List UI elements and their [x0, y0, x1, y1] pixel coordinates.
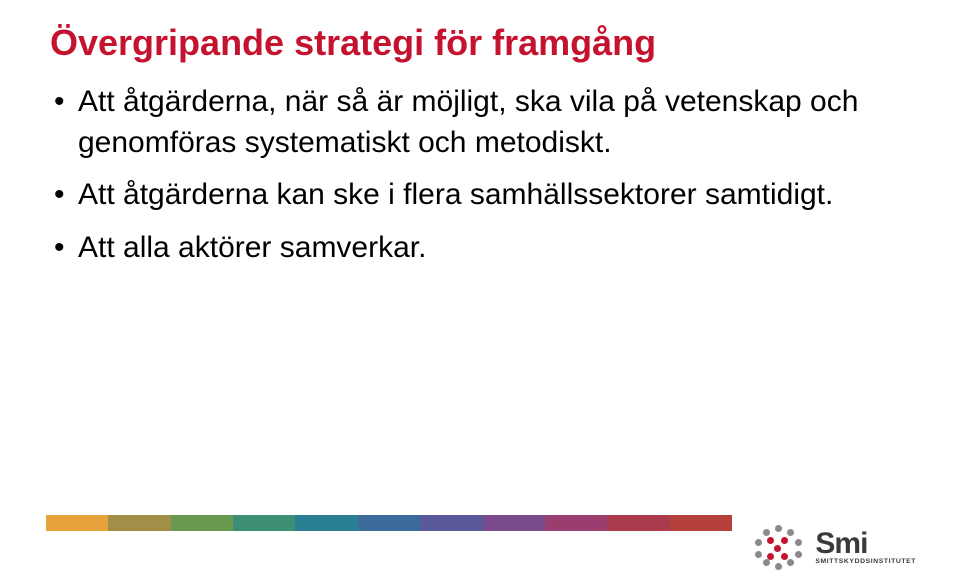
logo-dot	[775, 563, 782, 570]
bullet-item: Att åtgärderna kan ske i flera samhällss…	[50, 175, 910, 216]
stripe-seg	[233, 515, 295, 531]
logo-mark-icon	[751, 525, 807, 569]
logo-dot	[775, 525, 782, 532]
logo-dot	[763, 559, 770, 566]
stripe-seg	[171, 515, 233, 531]
logo: Smi SMITTSKYDDSINSTITUTET	[751, 525, 916, 569]
stripe-seg	[295, 515, 357, 531]
logo-dot-red	[781, 537, 788, 544]
logo-dot-red	[774, 545, 781, 552]
footer-stripe	[46, 515, 732, 531]
stripe-seg	[358, 515, 420, 531]
bullet-item: Att åtgärderna, när så är möjligt, ska v…	[50, 82, 910, 163]
bullet-item: Att alla aktörer samverkar.	[50, 228, 910, 269]
logo-dot-red	[767, 537, 774, 544]
logo-dot	[763, 529, 770, 536]
stripe-seg	[545, 515, 607, 531]
stripe-seg	[46, 515, 108, 531]
logo-dot	[755, 539, 762, 546]
logo-name: Smi	[815, 530, 867, 557]
footer: Smi SMITTSKYDDSINSTITUTET	[0, 515, 960, 587]
stripe-seg	[607, 515, 669, 531]
slide: Övergripande strategi för framgång Att å…	[0, 0, 960, 587]
stripe-seg	[108, 515, 170, 531]
stripe-seg	[483, 515, 545, 531]
logo-dot	[755, 551, 762, 558]
stripe-seg	[670, 515, 732, 531]
bullet-list: Att åtgärderna, när så är möjligt, ska v…	[50, 82, 910, 268]
logo-dot	[795, 539, 802, 546]
logo-dot	[787, 529, 794, 536]
logo-dot	[795, 551, 802, 558]
slide-title: Övergripande strategi för framgång	[50, 22, 910, 64]
stripe-seg	[420, 515, 482, 531]
logo-subtext: SMITTSKYDDSINSTITUTET	[815, 558, 916, 565]
logo-dot	[787, 559, 794, 566]
logo-dot-red	[767, 553, 774, 560]
content-area: Övergripande strategi för framgång Att å…	[0, 0, 960, 268]
logo-text: Smi SMITTSKYDDSINSTITUTET	[815, 530, 916, 565]
